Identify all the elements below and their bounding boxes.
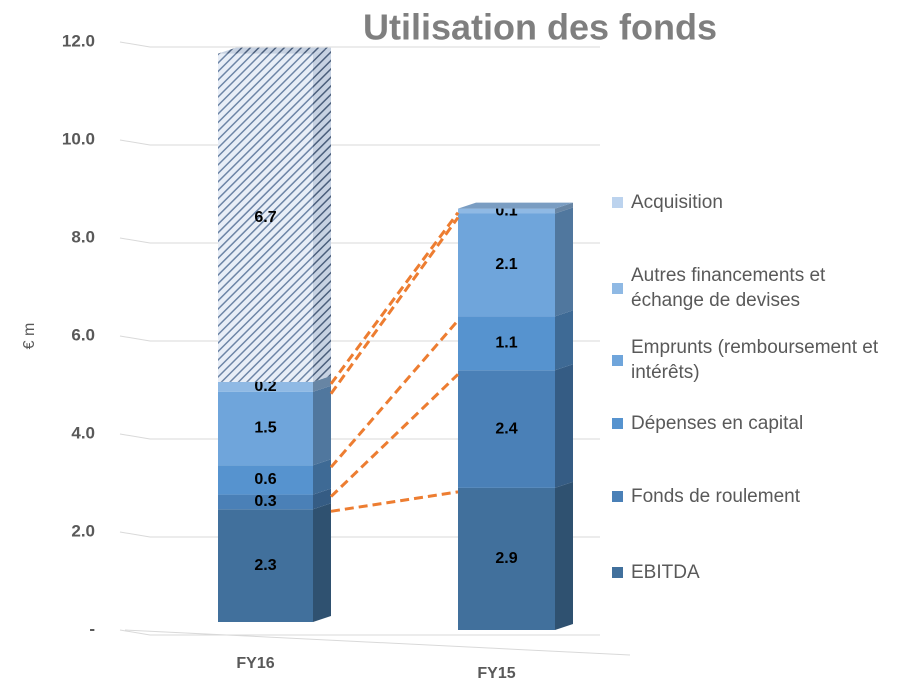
bar-side xyxy=(313,385,331,466)
bar-side xyxy=(555,207,573,317)
legend-swatch xyxy=(612,354,623,366)
data-label: 2.1 xyxy=(495,256,517,273)
bar-segment xyxy=(218,465,313,495)
legend-label: Acquisition xyxy=(631,192,723,213)
bar-segment xyxy=(218,53,313,382)
legend-item: Emprunts (remboursement et intérêts) xyxy=(612,335,903,385)
bar-segment xyxy=(218,494,313,510)
bar-segment xyxy=(458,370,555,488)
data-label: 6.7 xyxy=(254,209,276,226)
x-axis-line xyxy=(124,629,631,656)
bar-side xyxy=(313,503,331,622)
legend-item: Acquisition xyxy=(612,190,903,215)
legend-swatch xyxy=(612,491,623,502)
legend-label: Fonds de roulement xyxy=(631,486,800,507)
data-label: 2.4 xyxy=(495,420,517,437)
bar-segment xyxy=(458,487,555,630)
legend: EBITDA Fonds de roulement Dépenses en capi… xyxy=(612,0,902,685)
bar-segment xyxy=(218,509,313,622)
y-tick-label: 4.0 xyxy=(71,423,95,442)
data-label: 0.6 xyxy=(254,471,276,488)
y-axis-label: € m xyxy=(21,323,38,350)
bar-side xyxy=(313,459,331,495)
data-label: 2.3 xyxy=(254,557,276,574)
legend-label: Emprunts (remboursement et intérêts) xyxy=(631,337,879,383)
y-tick-label: 10.0 xyxy=(62,129,95,148)
grid-line xyxy=(119,139,600,146)
grid-line xyxy=(119,335,600,342)
bar-segment xyxy=(458,213,555,317)
connector xyxy=(329,216,460,395)
x-tick-label: FY16 xyxy=(236,655,274,672)
bar-side xyxy=(313,47,331,382)
y-tick-label: 6.0 xyxy=(71,325,95,344)
data-label: 1.5 xyxy=(254,420,276,437)
legend-item: Dépenses en capital xyxy=(612,411,903,436)
grid-line xyxy=(119,41,600,48)
legend-swatch xyxy=(612,418,623,429)
data-label: 0.3 xyxy=(254,493,276,510)
y-tick-label: 2.0 xyxy=(71,521,95,540)
bar-top xyxy=(218,47,331,54)
connector xyxy=(330,490,459,513)
legend-swatch xyxy=(612,197,623,208)
legend-label: EBITDA xyxy=(631,562,700,583)
bar-side xyxy=(313,488,331,510)
data-label: 2.9 xyxy=(495,550,517,567)
legend-swatch xyxy=(612,567,623,578)
bar-segment xyxy=(218,391,313,466)
grid-line xyxy=(119,531,600,538)
bar-segment xyxy=(218,381,313,392)
chart-title: Utilisation des fonds xyxy=(363,7,717,48)
data-label: 0.2 xyxy=(254,378,276,395)
bar-side xyxy=(555,202,573,214)
legend-item: Fonds de roulement xyxy=(612,484,903,509)
y-tick-label: 8.0 xyxy=(71,227,95,246)
bar-side xyxy=(555,481,573,630)
legend-item: EBITDA xyxy=(612,560,903,585)
legend-item: Autres financements et échange de devise… xyxy=(612,263,903,313)
y-tick-label: 12.0 xyxy=(62,31,95,50)
grid-line xyxy=(119,629,600,636)
connector xyxy=(329,373,460,498)
bar-segment xyxy=(458,208,555,214)
connector xyxy=(329,319,460,469)
x-tick-label: FY15 xyxy=(477,665,515,682)
grid-line xyxy=(119,237,600,244)
y-tick-label: - xyxy=(89,619,95,638)
connector xyxy=(329,211,460,385)
data-label: 1.1 xyxy=(495,335,517,352)
legend-label: Dépenses en capital xyxy=(631,413,804,434)
legend-swatch xyxy=(612,282,623,294)
grid-line xyxy=(119,433,600,440)
bar-segment xyxy=(458,316,555,371)
legend-label: Autres financements et échange de devise… xyxy=(631,265,826,311)
bar-side xyxy=(313,375,331,392)
bar-side xyxy=(555,364,573,488)
bar-side xyxy=(555,310,573,371)
bar-top xyxy=(458,202,573,209)
